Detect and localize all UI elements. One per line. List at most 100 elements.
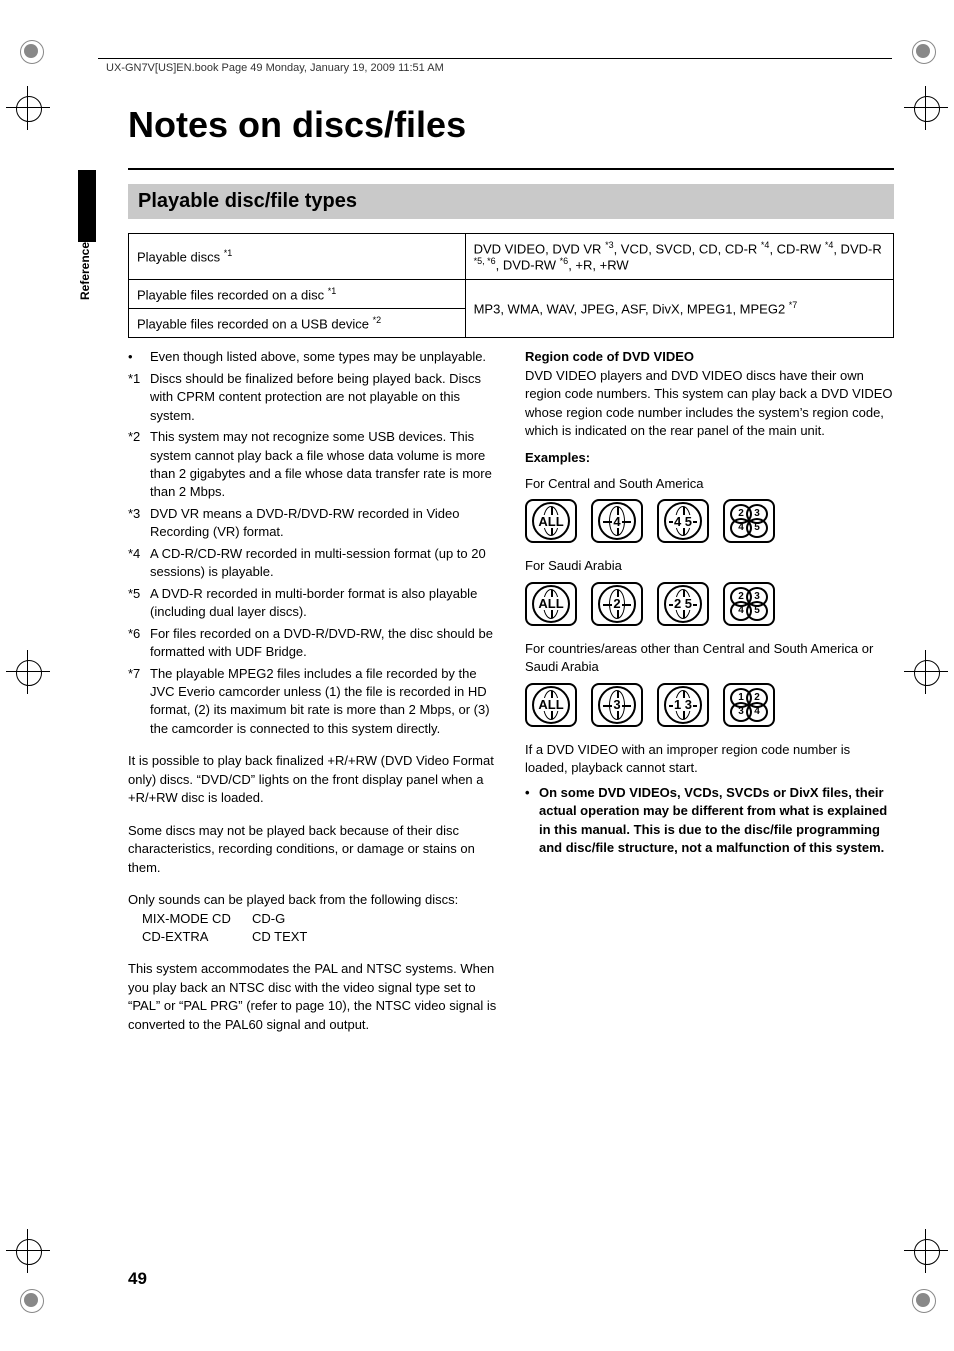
superscript: *6 xyxy=(560,256,569,266)
cell-text: Playable files recorded on a disc xyxy=(137,287,328,302)
table-cell: Playable files recorded on a USB device … xyxy=(129,308,466,337)
list-item: *7The playable MPEG2 files includes a fi… xyxy=(128,665,497,739)
paragraph: This system accommodates the PAL and NTS… xyxy=(128,960,497,1034)
disc-label: CD-EXTRA xyxy=(142,928,252,946)
region-icon: ALL xyxy=(525,582,577,626)
bullet-marker: *1 xyxy=(128,370,150,425)
region-icon: 4 5 xyxy=(657,499,709,543)
list-text: A DVD-R recorded in multi-border format … xyxy=(150,585,497,622)
bullet-marker: *6 xyxy=(128,625,150,662)
crop-mark xyxy=(904,86,948,130)
table-cell: Playable files recorded on a disc *1 xyxy=(129,279,466,308)
disc-label: MIX-MODE CD xyxy=(142,910,252,928)
region-icon: 1234 xyxy=(723,683,775,727)
superscript: *1 xyxy=(328,286,337,296)
list-text: Discs should be finalized before being p… xyxy=(150,370,497,425)
disc-label: CD TEXT xyxy=(252,928,362,946)
footnote-list: •Even though listed above, some types ma… xyxy=(128,348,497,738)
superscript: *1 xyxy=(224,248,233,258)
list-text: The playable MPEG2 files includes a file… xyxy=(150,665,497,739)
header-meta: UX-GN7V[US]EN.book Page 49 Monday, Janua… xyxy=(106,62,444,74)
list-text: A CD-R/CD-RW recorded in multi-session f… xyxy=(150,545,497,582)
list-item: *1Discs should be finalized before being… xyxy=(128,370,497,425)
region-icon: 3 xyxy=(591,683,643,727)
region-icon: 2345 xyxy=(723,499,775,543)
registration-mark xyxy=(908,36,938,66)
region-code-label: ALL xyxy=(537,515,564,528)
chapter-tab xyxy=(78,170,96,242)
table-row: Playable discs *1 DVD VIDEO, DVD VR *3, … xyxy=(129,234,894,280)
region-icon: 2345 xyxy=(723,582,775,626)
region-label: For Central and South America xyxy=(525,475,894,493)
list-text: This system may not recognize some USB d… xyxy=(150,428,497,502)
paragraph: DVD VIDEO players and DVD VIDEO discs ha… xyxy=(525,367,894,441)
disc-list: MIX-MODE CD CD-EXTRA CD-G CD TEXT xyxy=(142,910,497,947)
table-cell: MP3, WMA, WAV, JPEG, ASF, DivX, MPEG1, M… xyxy=(465,279,893,338)
list-item: *5A DVD-R recorded in multi-border forma… xyxy=(128,585,497,622)
superscript: *7 xyxy=(789,300,798,310)
bullet-marker: • xyxy=(525,784,539,858)
paragraph: Some discs may not be played back becaus… xyxy=(128,822,497,877)
table-cell: DVD VIDEO, DVD VR *3, VCD, SVCD, CD, CD-… xyxy=(465,234,893,280)
left-column: •Even though listed above, some types ma… xyxy=(128,348,497,1048)
section-heading: Playable disc/file types xyxy=(128,184,894,219)
cell-text: , DVD-RW xyxy=(496,258,560,273)
region-icon: 2 xyxy=(591,582,643,626)
cell-text: , +R, +RW xyxy=(568,258,628,273)
crop-mark xyxy=(6,650,50,694)
list-text: Even though listed above, some types may… xyxy=(150,348,497,366)
disc-col: CD-G CD TEXT xyxy=(252,910,362,947)
page: UX-GN7V[US]EN.book Page 49 Monday, Janua… xyxy=(0,0,954,1351)
paragraph: It is possible to play back finalized +R… xyxy=(128,752,497,807)
region-icon: 1 3 xyxy=(657,683,709,727)
region-code-label: 4 xyxy=(746,702,768,722)
superscript: *3 xyxy=(605,240,614,250)
two-column-body: •Even though listed above, some types ma… xyxy=(128,348,894,1048)
bullet-marker: *5 xyxy=(128,585,150,622)
registration-mark xyxy=(16,36,46,66)
registration-mark xyxy=(908,1285,938,1315)
region-code-label: ALL xyxy=(537,597,564,610)
registration-mark xyxy=(16,1285,46,1315)
bold-bullet-item: • On some DVD VIDEOs, VCDs, SVCDs or Div… xyxy=(525,784,894,858)
region-icon: ALL xyxy=(525,683,577,727)
list-item: •Even though listed above, some types ma… xyxy=(128,348,497,366)
region-code-label: 5 xyxy=(746,518,768,538)
content-area: Notes on discs/files Playable disc/file … xyxy=(128,104,894,1048)
bullet-marker: • xyxy=(128,348,150,366)
title-rule xyxy=(128,168,894,170)
playable-table: Playable discs *1 DVD VIDEO, DVD VR *3, … xyxy=(128,233,894,338)
table-cell: Playable discs *1 xyxy=(129,234,466,280)
paragraph: If a DVD VIDEO with an improper region c… xyxy=(525,741,894,778)
region-code-label: 2 xyxy=(612,597,621,610)
side-label: Reference xyxy=(78,242,92,300)
list-item: *4A CD-R/CD-RW recorded in multi-session… xyxy=(128,545,497,582)
subsection-heading: Region code of DVD VIDEO xyxy=(525,348,894,366)
region-code-row: ALL 3 1 3 1234 xyxy=(525,683,894,727)
bullet-marker: *2 xyxy=(128,428,150,502)
page-title: Notes on discs/files xyxy=(128,104,894,146)
region-code-label: 1 3 xyxy=(673,698,693,711)
region-code-label: 2 5 xyxy=(673,597,693,610)
region-code-label: 5 xyxy=(746,601,768,621)
list-text: On some DVD VIDEOs, VCDs, SVCDs or DivX … xyxy=(539,784,894,858)
disc-label: CD-G xyxy=(252,910,362,928)
crop-mark xyxy=(904,650,948,694)
list-item: *3DVD VR means a DVD-R/DVD-RW recorded i… xyxy=(128,505,497,542)
right-column: Region code of DVD VIDEO DVD VIDEO playe… xyxy=(525,348,894,1048)
region-code-row: ALL 2 2 5 2345 xyxy=(525,582,894,626)
cell-text: DVD VIDEO, DVD VR xyxy=(474,241,605,256)
region-code-label: 4 5 xyxy=(673,515,693,528)
list-text: DVD VR means a DVD-R/DVD-RW recorded in … xyxy=(150,505,497,542)
disc-col: MIX-MODE CD CD-EXTRA xyxy=(142,910,252,947)
region-icon: 4 xyxy=(591,499,643,543)
crop-mark xyxy=(6,1229,50,1273)
paragraph: Only sounds can be played back from the … xyxy=(128,891,497,909)
superscript: *2 xyxy=(373,315,382,325)
region-label: For Saudi Arabia xyxy=(525,557,894,575)
bullet-marker: *3 xyxy=(128,505,150,542)
list-text: For files recorded on a DVD-R/DVD-RW, th… xyxy=(150,625,497,662)
region-code-label: 4 xyxy=(612,515,621,528)
cell-text: , DVD-R xyxy=(833,241,881,256)
crop-mark xyxy=(904,1229,948,1273)
